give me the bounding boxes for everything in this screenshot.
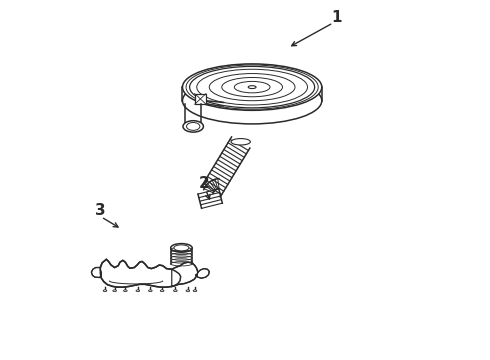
Text: 1: 1 [331, 10, 342, 25]
Polygon shape [195, 94, 206, 104]
Polygon shape [92, 267, 101, 278]
Ellipse shape [197, 69, 308, 105]
Ellipse shape [171, 244, 192, 252]
Ellipse shape [103, 290, 107, 292]
Ellipse shape [123, 290, 127, 292]
Ellipse shape [186, 65, 318, 109]
Ellipse shape [182, 77, 322, 124]
Polygon shape [172, 262, 198, 287]
Ellipse shape [248, 86, 256, 89]
Ellipse shape [136, 290, 140, 292]
Text: 2: 2 [198, 176, 209, 191]
Ellipse shape [160, 290, 164, 292]
Ellipse shape [174, 245, 189, 251]
Ellipse shape [234, 81, 270, 93]
Ellipse shape [187, 122, 200, 130]
Ellipse shape [190, 66, 315, 108]
Ellipse shape [186, 290, 190, 292]
Ellipse shape [182, 64, 322, 111]
Ellipse shape [173, 290, 177, 292]
Ellipse shape [183, 121, 203, 132]
Ellipse shape [222, 77, 283, 97]
Polygon shape [100, 259, 181, 287]
Ellipse shape [209, 73, 295, 101]
Ellipse shape [113, 290, 117, 292]
Ellipse shape [231, 139, 250, 145]
Ellipse shape [193, 290, 197, 292]
Ellipse shape [148, 290, 152, 292]
Text: 3: 3 [95, 203, 106, 218]
Polygon shape [196, 269, 209, 278]
